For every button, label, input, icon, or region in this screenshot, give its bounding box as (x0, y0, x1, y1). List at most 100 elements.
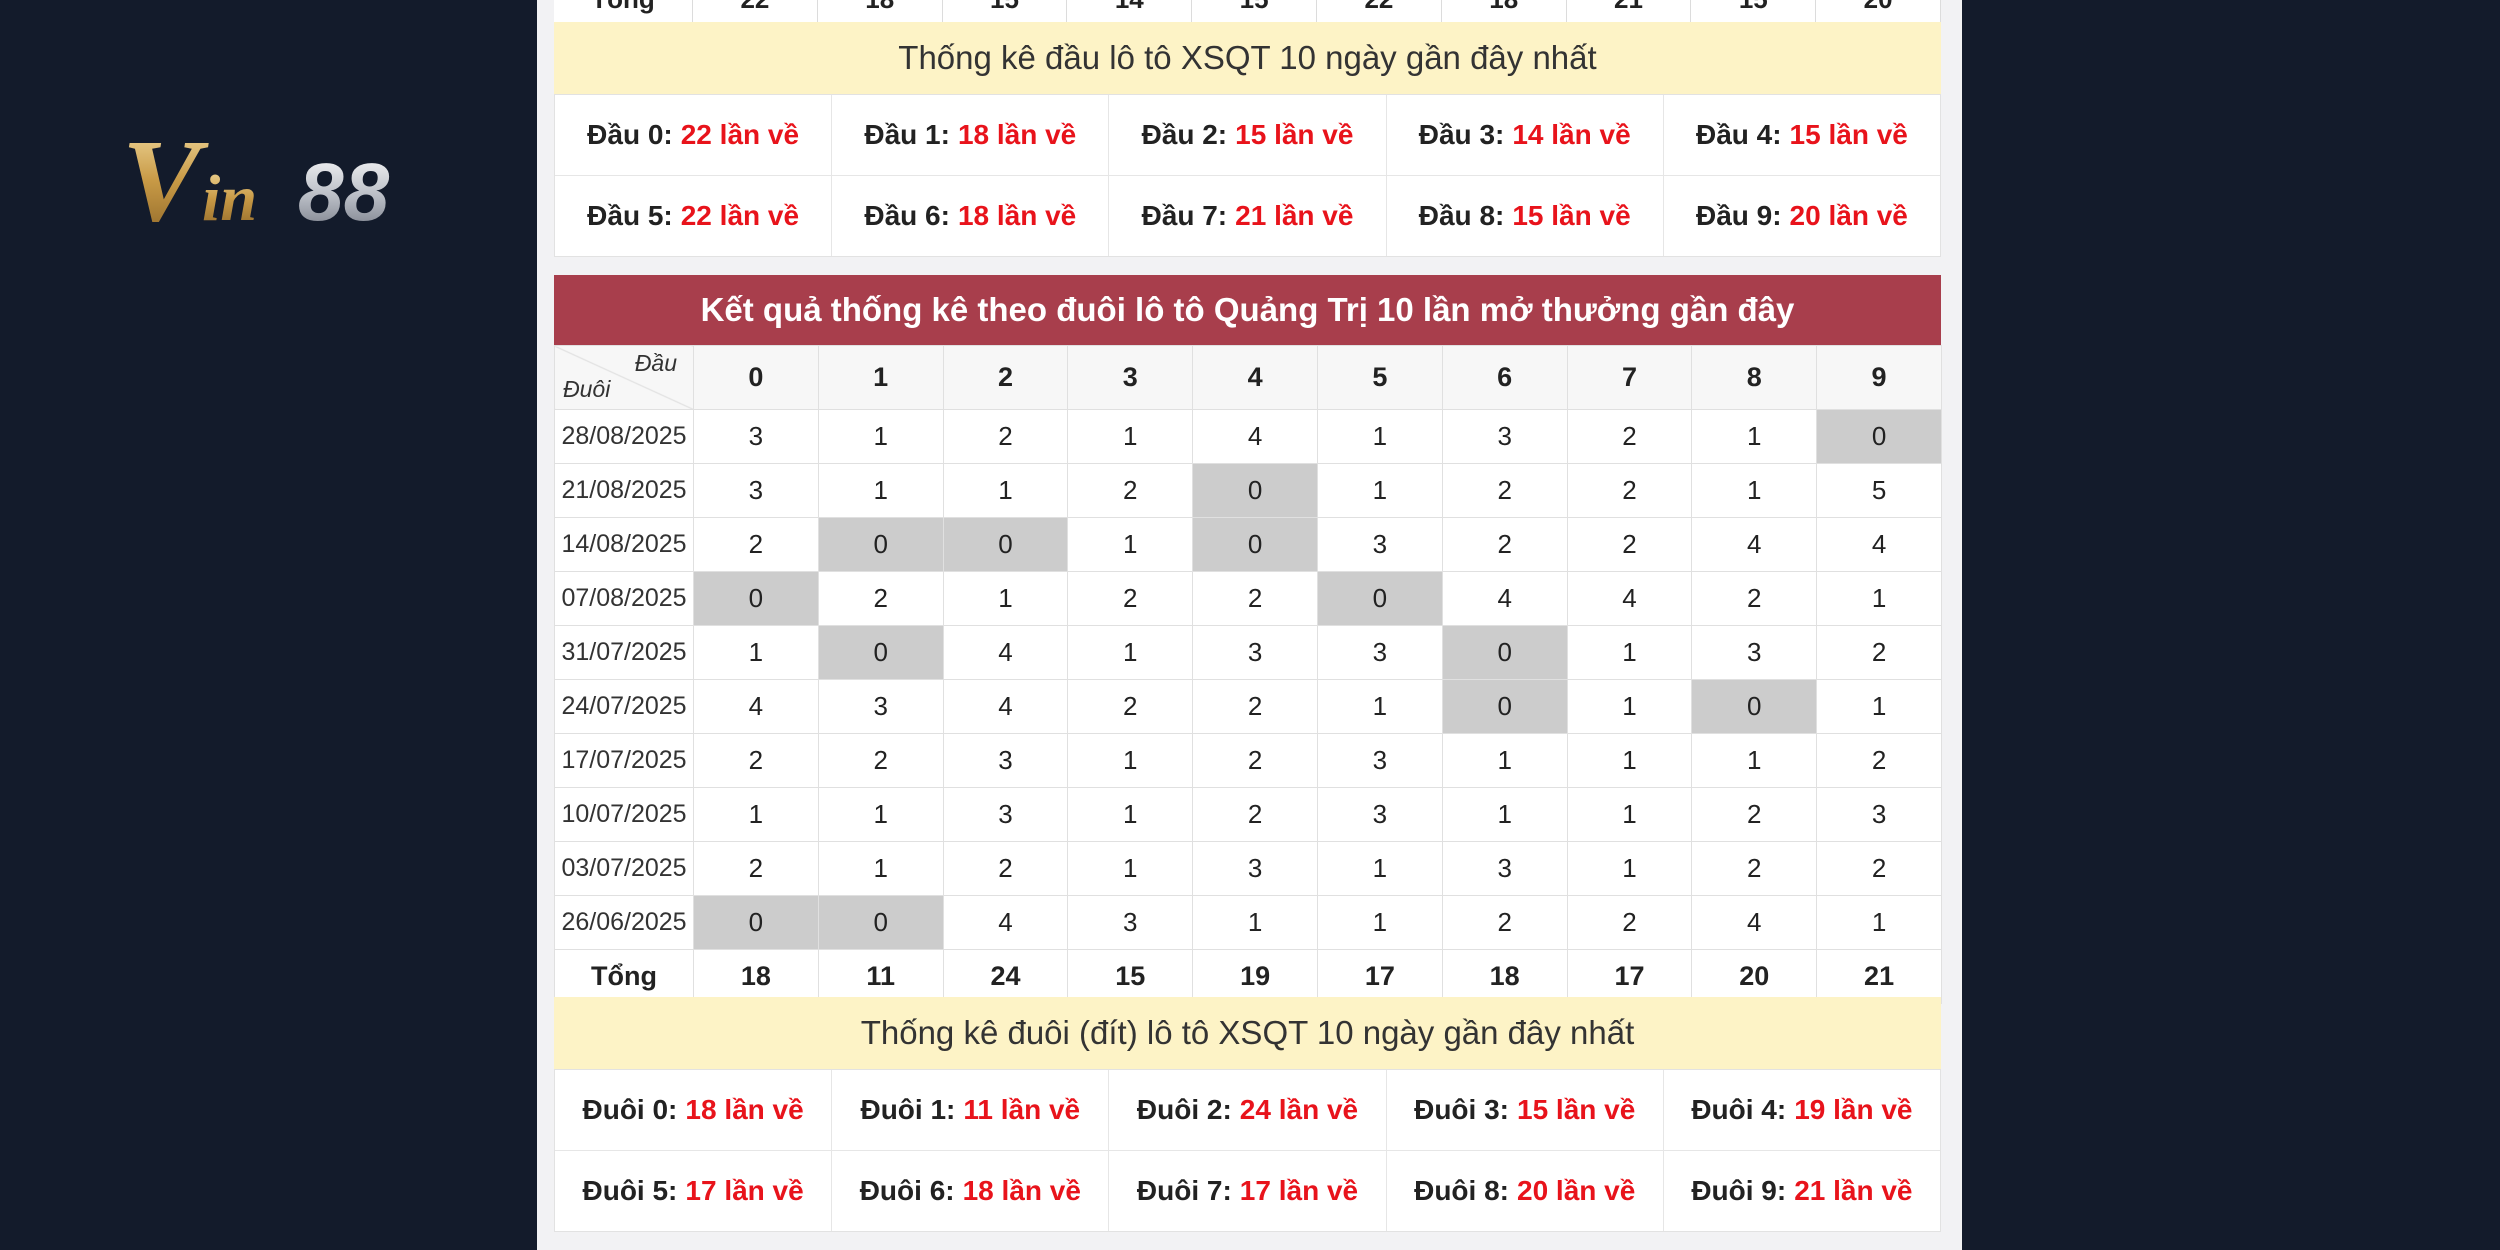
head-summary-label: Đầu 7: (1141, 200, 1228, 231)
tail-summary-row: Đuôi 0: 18 lần về Đuôi 1: 11 lần về Đuôi 2: 2… (555, 1070, 1940, 1151)
table-cell: 3 (1691, 625, 1818, 680)
table-cell: 1 (1067, 517, 1194, 572)
head-summary-label: Đầu 5: (587, 200, 673, 231)
svg-text:88: 88 (298, 147, 390, 238)
table-cell: 0 (693, 571, 819, 626)
table-cell: 1 (1566, 841, 1693, 896)
corner-head-label: Đầu (634, 350, 677, 376)
table-cell: 1 (1441, 787, 1568, 842)
partial-total-value: 14 (1067, 0, 1193, 22)
table-cell: 2 (1816, 841, 1942, 896)
total-value: 17 (1316, 949, 1443, 1004)
head-summary-label: Đầu 3: (1418, 119, 1505, 150)
total-value: 18 (693, 949, 819, 1004)
table-cell: 1 (1316, 463, 1443, 518)
table-cell: 1 (1192, 895, 1318, 950)
table-cell: 1 (1566, 625, 1693, 680)
total-value: 11 (817, 949, 944, 1004)
column-header: 6 (1441, 345, 1568, 410)
row-date: 07/08/2025 (554, 571, 694, 626)
table-cell: 0 (693, 895, 819, 950)
row-date: 24/07/2025 (554, 679, 694, 734)
table-cell: 0 (1691, 679, 1818, 734)
row-date: 31/07/2025 (554, 625, 694, 680)
head-summary-cell: Đầu 1: 18 lần về (832, 95, 1110, 175)
tail-summary-count: 17 lần về (685, 1175, 804, 1206)
table-cell: 4 (1691, 517, 1818, 572)
table-cell: 1 (942, 463, 1069, 518)
table-cell: 1 (1816, 895, 1942, 950)
table-cell: 5 (1816, 463, 1942, 518)
column-header: 0 (693, 345, 819, 410)
total-value: 20 (1691, 949, 1818, 1004)
table-cell: 2 (1566, 517, 1693, 572)
table-cell: 3 (1441, 409, 1568, 464)
head-summary-label: Đầu 4: (1695, 119, 1782, 150)
tail-summary-label: Đuôi 2: (1136, 1094, 1232, 1125)
table-cell: 1 (1816, 571, 1942, 626)
head-summary-count: 15 lần về (1512, 200, 1631, 231)
table-cell: 3 (1316, 733, 1443, 788)
column-header: 4 (1192, 345, 1318, 410)
table-cell: 2 (1566, 895, 1693, 950)
total-value: 21 (1816, 949, 1942, 1004)
table-cell: 3 (693, 409, 819, 464)
partial-total-value: 15 (1691, 0, 1817, 22)
tail-summary-count: 18 lần về (685, 1094, 804, 1125)
vin88-logo[interactable]: V in 88 (120, 118, 480, 238)
table-cell: 2 (1192, 571, 1318, 626)
table-cell: 2 (942, 841, 1069, 896)
table-cell: 2 (1816, 625, 1942, 680)
logo-letter-v: V (122, 118, 209, 238)
table-cell: 3 (942, 733, 1069, 788)
tail-summary-cell: Đuôi 8: 20 lần về (1387, 1151, 1664, 1231)
partial-total-label: Tổng (554, 0, 693, 22)
head-summary-count: 15 lần về (1235, 119, 1354, 150)
head-summary-label: Đầu 1: (864, 119, 950, 150)
tail-table-title: Kết quả thống kê theo đuôi lô tô Quảng T… (554, 275, 1941, 345)
head-summary-label: Đầu 2: (1141, 119, 1228, 150)
row-date: 17/07/2025 (554, 733, 694, 788)
tail-stats-summary: Đuôi 0: 18 lần về Đuôi 1: 11 lần về Đuôi 2: 2… (554, 1069, 1941, 1232)
head-summary-cell: Đầu 3: 14 lần về (1387, 95, 1664, 175)
total-row: Tổng 18 11 24 15 19 17 18 17 20 21 (554, 949, 1942, 1004)
table-cell: 3 (1192, 841, 1318, 896)
tail-summary-cell: Đuôi 2: 24 lần về (1109, 1070, 1387, 1150)
partial-total-value: 22 (693, 0, 818, 22)
table-cell: 2 (693, 733, 819, 788)
head-summary-count: 20 lần về (1789, 200, 1908, 231)
table-cell: 0 (1192, 517, 1318, 572)
table-cell: 2 (1816, 733, 1942, 788)
tail-summary-label: Đuôi 0: (582, 1094, 678, 1125)
head-summary-count: 18 lần về (957, 200, 1077, 231)
tail-summary-cell: Đuôi 0: 18 lần về (555, 1070, 833, 1150)
column-header: 9 (1816, 345, 1942, 410)
table-cell: 4 (942, 895, 1069, 950)
table-cell: 2 (1192, 733, 1318, 788)
column-header: 8 (1691, 345, 1818, 410)
head-summary-label: Đầu 0: (587, 119, 673, 150)
table-cell: 2 (1566, 409, 1693, 464)
table-cell: 2 (1192, 787, 1318, 842)
tail-summary-count: 18 lần về (962, 1175, 1081, 1206)
column-header: 7 (1566, 345, 1693, 410)
table-cell: 0 (1441, 625, 1568, 680)
table-cell: 0 (942, 517, 1069, 572)
table-cell: 2 (817, 733, 944, 788)
table-cell: 3 (942, 787, 1069, 842)
head-summary-cell: Đầu 0: 22 lần về (555, 95, 833, 175)
table-cell: 1 (1691, 463, 1818, 518)
table-cell: 2 (1067, 463, 1194, 518)
table-cell: 2 (1691, 787, 1818, 842)
head-summary-cell: Đầu 5: 22 lần về (555, 176, 833, 256)
table-cell: 1 (1067, 733, 1194, 788)
row-date: 10/07/2025 (554, 787, 694, 842)
tail-summary-cell: Đuôi 1: 11 lần về (832, 1070, 1110, 1150)
table-row: 10/07/2025 1 1 3 1 2 3 1 1 2 3 (554, 787, 1942, 842)
table-cell: 1 (1316, 409, 1443, 464)
table-cell: 4 (1816, 517, 1942, 572)
table-cell: 1 (817, 463, 944, 518)
row-date: 03/07/2025 (554, 841, 694, 896)
tail-summary-count: 19 lần về (1794, 1094, 1913, 1125)
